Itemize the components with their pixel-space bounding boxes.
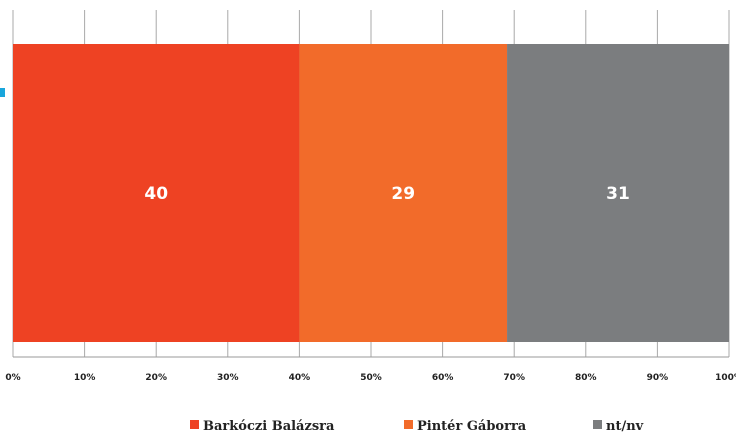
legend: Barkóczi Balázsra Pintér Gáborra nt/nv bbox=[190, 419, 644, 434]
x-tick-label: 80% bbox=[575, 373, 597, 383]
legend-label: nt/nv bbox=[606, 419, 644, 434]
x-tick-label: 90% bbox=[647, 373, 669, 383]
bar-segment bbox=[507, 44, 729, 342]
x-tick-labels: 0% 10% 20% 30% 40% 50% 60% 70% 80% 90% 100% bbox=[5, 373, 736, 383]
legend-label: Pintér Gáborra bbox=[417, 419, 527, 434]
data-label: 29 bbox=[391, 184, 415, 204]
legend-swatch bbox=[404, 420, 413, 429]
legend-swatch bbox=[593, 420, 602, 429]
x-tick-label: 70% bbox=[503, 373, 525, 383]
legend-label: Barkóczi Balázsra bbox=[203, 419, 335, 434]
x-tick-label: 0% bbox=[5, 373, 20, 383]
x-tick-label: 50% bbox=[360, 373, 382, 383]
x-tick-label: 30% bbox=[217, 373, 239, 383]
bar-segment bbox=[13, 44, 300, 342]
bars: 40 29 31 bbox=[13, 44, 729, 342]
bar-segment bbox=[299, 44, 508, 342]
data-label: 40 bbox=[144, 184, 168, 204]
data-label: 31 bbox=[606, 184, 630, 204]
legend-swatch bbox=[190, 420, 199, 429]
x-tick-label: 60% bbox=[432, 373, 454, 383]
x-tick-label: 10% bbox=[74, 373, 96, 383]
x-tick-label: 40% bbox=[289, 373, 311, 383]
x-tick-label: 100% bbox=[715, 373, 736, 383]
x-tick-label: 20% bbox=[145, 373, 167, 383]
left-accent-mark bbox=[0, 88, 5, 97]
